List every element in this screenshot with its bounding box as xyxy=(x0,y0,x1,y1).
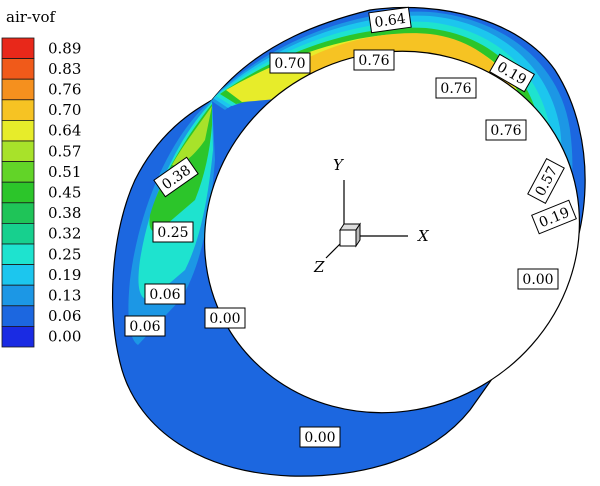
legend-swatch xyxy=(1,181,35,204)
contour-label-right-076-c: 0.76 xyxy=(485,119,527,141)
contour-label-top-064: 0.64 xyxy=(368,6,412,34)
y-axis-label: Y xyxy=(333,156,345,174)
svg-text:0.00: 0.00 xyxy=(304,430,335,446)
svg-text:0.00: 0.00 xyxy=(209,311,240,327)
svg-text:0.76: 0.76 xyxy=(440,81,471,97)
band-left-064 xyxy=(172,106,212,166)
contour-label-bottom-000: 0.00 xyxy=(299,426,341,448)
legend-label: 0.51 xyxy=(48,163,81,181)
contour-labels: 0.640.70 0.760.760.190.760.38 0.570.190.25… xyxy=(124,6,577,448)
contour-label-left-006-a: 0.06 xyxy=(144,283,186,305)
legend-label: 0.89 xyxy=(48,39,81,57)
legend-swatch xyxy=(1,222,35,245)
legend-swatch xyxy=(1,78,35,101)
legend-swatch xyxy=(1,325,35,348)
z-axis-label: Z xyxy=(313,258,325,276)
svg-text:0.64: 0.64 xyxy=(374,11,407,31)
legend-swatch xyxy=(1,284,35,307)
svg-text:0.06: 0.06 xyxy=(149,287,180,303)
legend-swatch xyxy=(1,140,35,163)
legend-swatches xyxy=(1,37,35,348)
legend-label: 0.38 xyxy=(48,204,81,222)
svg-text:0.06: 0.06 xyxy=(129,319,160,335)
legend-swatch xyxy=(1,37,35,60)
legend-swatch xyxy=(1,202,35,224)
legend-label: 0.32 xyxy=(48,225,81,243)
legend-label: 0.45 xyxy=(48,184,81,202)
legend-label: 0.13 xyxy=(48,287,81,305)
legend-label: 0.76 xyxy=(48,81,81,99)
legend: air-vof 0.89 0.83 0.76 0.70 0.64 0.57 0.51 0.45… xyxy=(1,8,81,348)
contour-label-left-006-b: 0.06 xyxy=(124,315,166,337)
legend-swatch xyxy=(1,161,35,183)
legend-label: 0.64 xyxy=(48,122,81,140)
legend-swatch xyxy=(1,120,35,142)
legend-label: 0.06 xyxy=(48,307,81,325)
legend-swatch xyxy=(1,264,35,286)
legend-label: 0.00 xyxy=(48,328,81,346)
axis-cube-icon xyxy=(339,222,361,248)
contour-label-left-025: 0.25 xyxy=(152,221,194,243)
legend-label: 0.25 xyxy=(48,245,81,263)
legend-labels: 0.89 0.83 0.76 0.70 0.64 0.57 0.51 0.45 0.38 0.32… xyxy=(48,39,81,345)
legend-title: air-vof xyxy=(6,8,56,26)
svg-text:0.76: 0.76 xyxy=(358,53,389,69)
axis-triad: Y X Z xyxy=(313,156,430,276)
x-axis-label: X xyxy=(417,227,430,245)
legend-label: 0.57 xyxy=(48,142,81,160)
legend-label: 0.19 xyxy=(48,266,81,284)
svg-text:0.25: 0.25 xyxy=(157,225,188,241)
legend-label: 0.70 xyxy=(48,101,81,119)
svg-text:0.76: 0.76 xyxy=(490,123,521,139)
contour-label-left-000: 0.00 xyxy=(204,307,246,329)
contour-label-right-000: 0.00 xyxy=(517,268,559,290)
legend-swatch xyxy=(1,99,35,121)
legend-swatch xyxy=(1,243,35,266)
legend-swatch xyxy=(1,58,35,80)
svg-text:0.70: 0.70 xyxy=(274,56,305,72)
contour-label-top-076-a: 0.76 xyxy=(353,49,395,71)
svg-text:0.00: 0.00 xyxy=(522,272,553,288)
contour-label-top-070: 0.70 xyxy=(269,52,311,74)
legend-swatch xyxy=(1,305,35,327)
legend-label: 0.83 xyxy=(48,60,81,78)
contour-label-top-076-b: 0.76 xyxy=(435,77,477,99)
